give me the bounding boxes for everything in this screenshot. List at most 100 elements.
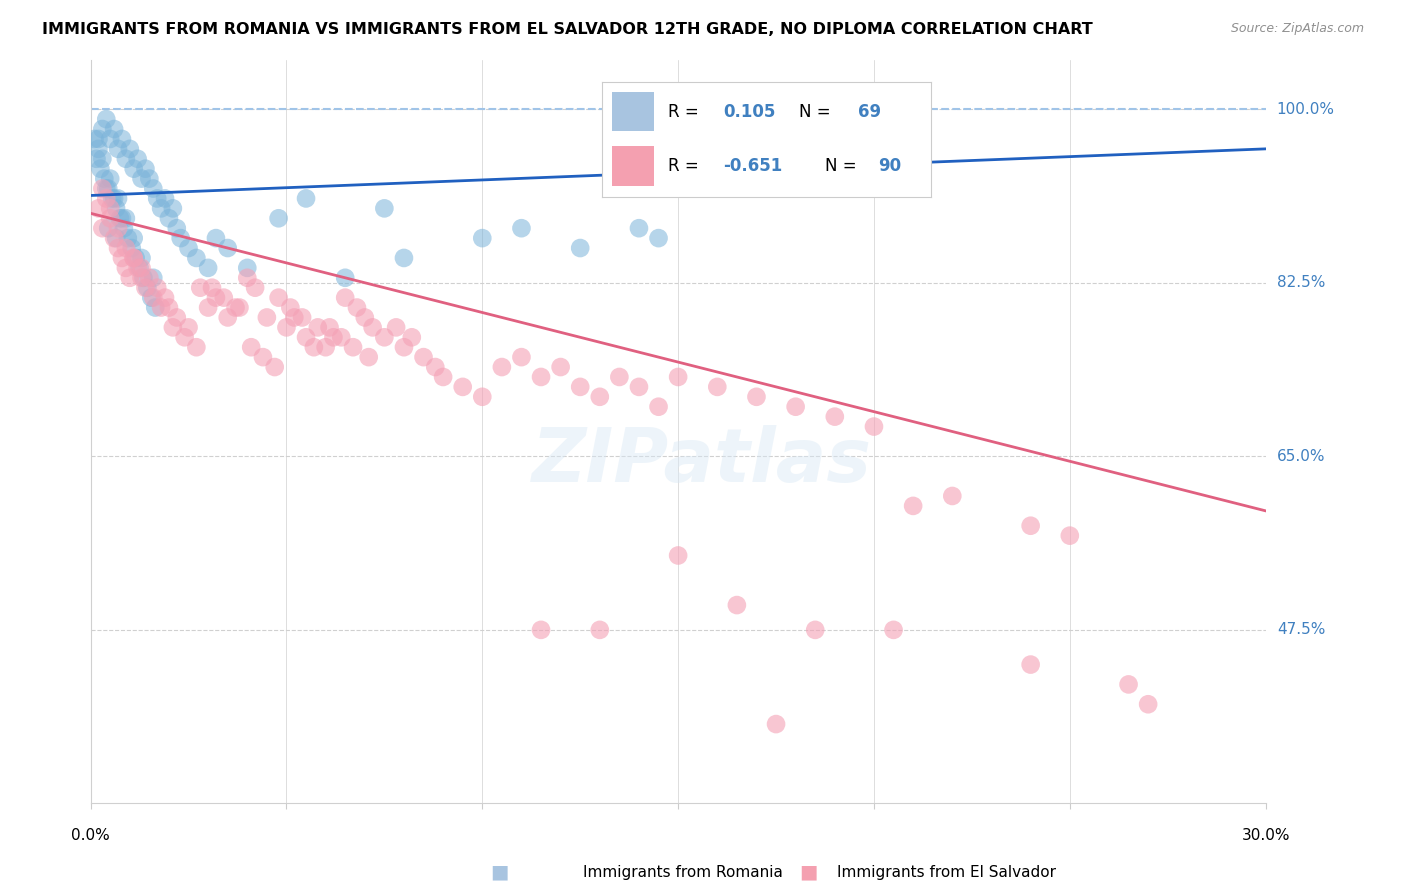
Text: Immigrants from Romania: Immigrants from Romania (583, 865, 783, 880)
Point (117, 231, 139, 245)
Point (186, 251, 208, 265)
Point (118, 270, 141, 285)
Point (96, 191, 118, 205)
Point (330, 330, 353, 344)
Point (236, 260, 259, 275)
Point (315, 340, 337, 354)
Point (385, 320, 408, 334)
Text: 30.0%: 30.0% (1241, 828, 1289, 843)
Point (107, 241, 129, 255)
Point (131, 171, 153, 186)
Point (295, 330, 318, 344)
Point (83, 132, 105, 146)
Point (280, 301, 302, 315)
Point (91, 122, 114, 136)
Point (361, 320, 384, 334)
Text: Immigrants from El Salvador: Immigrants from El Salvador (837, 865, 1056, 880)
Point (291, 310, 314, 325)
Point (98, 202, 121, 216)
Point (589, 623, 612, 637)
Point (138, 171, 160, 186)
Point (225, 301, 247, 315)
Point (647, 231, 669, 245)
Point (243, 281, 266, 295)
Point (318, 320, 340, 334)
Point (236, 270, 259, 285)
Point (96, 181, 118, 195)
Point (765, 717, 787, 731)
Point (170, 231, 193, 245)
Point (1137, 698, 1160, 712)
Point (112, 221, 135, 235)
Point (530, 623, 553, 637)
Point (205, 291, 228, 305)
Point (256, 310, 278, 325)
Point (87, 132, 110, 146)
Point (451, 380, 474, 394)
Point (186, 340, 208, 354)
Point (267, 291, 290, 305)
Point (122, 251, 145, 265)
Point (804, 623, 827, 637)
Point (134, 161, 156, 176)
Point (425, 359, 447, 374)
Point (118, 142, 141, 156)
Text: 100.0%: 100.0% (1277, 102, 1334, 117)
Text: ZIPatlas: ZIPatlas (531, 425, 872, 498)
Point (412, 350, 434, 364)
Point (131, 270, 153, 285)
Point (157, 301, 180, 315)
Point (346, 301, 368, 315)
Point (530, 370, 553, 384)
Point (166, 221, 188, 235)
Point (127, 260, 149, 275)
Point (1019, 518, 1042, 533)
Point (432, 370, 454, 384)
Point (666, 549, 689, 563)
Point (103, 191, 125, 205)
Text: ■: ■ (489, 863, 509, 882)
Point (302, 340, 325, 354)
Point (142, 270, 165, 285)
Point (647, 400, 669, 414)
Point (745, 390, 768, 404)
Point (111, 132, 134, 146)
Point (322, 330, 344, 344)
Point (111, 251, 134, 265)
Text: 82.5%: 82.5% (1277, 276, 1324, 290)
Point (510, 350, 533, 364)
Point (107, 221, 129, 235)
Text: 47.5%: 47.5% (1277, 623, 1324, 638)
Point (115, 152, 138, 166)
Point (107, 142, 129, 156)
Point (197, 260, 219, 275)
Point (131, 251, 153, 265)
Point (283, 310, 305, 325)
Point (131, 260, 153, 275)
Point (97, 181, 120, 195)
Point (111, 211, 134, 226)
Text: 65.0%: 65.0% (1277, 449, 1326, 464)
Point (134, 281, 156, 295)
Point (91, 181, 114, 195)
Point (1019, 657, 1042, 672)
Point (153, 191, 176, 205)
Point (115, 260, 138, 275)
Point (115, 211, 138, 226)
Point (1118, 677, 1140, 691)
Text: 0.0%: 0.0% (72, 828, 110, 843)
Point (138, 270, 160, 285)
Point (98, 211, 121, 226)
Point (188, 281, 211, 295)
Text: Source: ZipAtlas.com: Source: ZipAtlas.com (1230, 22, 1364, 36)
Point (307, 320, 329, 334)
Point (108, 211, 131, 226)
Point (121, 241, 143, 255)
Point (127, 152, 149, 166)
Point (122, 231, 145, 245)
Point (91, 221, 114, 235)
Point (335, 291, 357, 305)
Point (252, 350, 274, 364)
Point (87, 142, 110, 156)
Point (295, 191, 318, 205)
